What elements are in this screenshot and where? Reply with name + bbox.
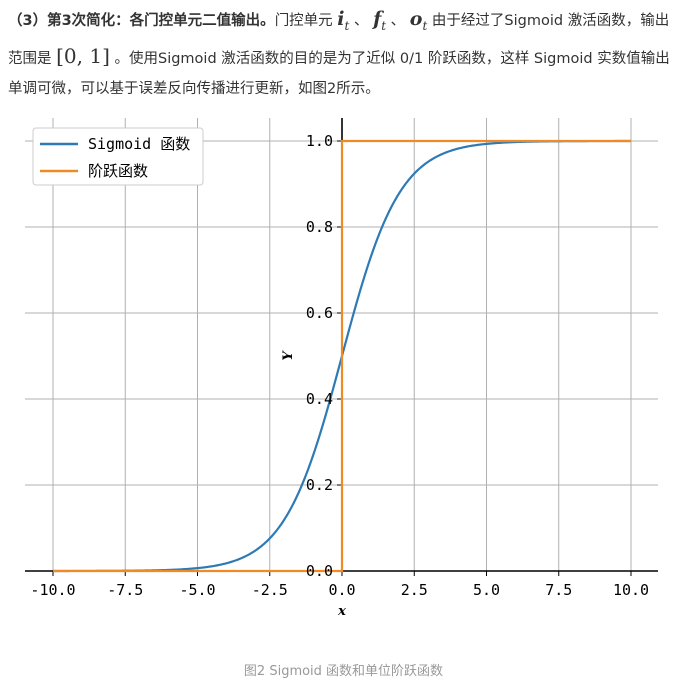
paragraph-text-2: 由于经过了Sigmoid 激活函数，输出范围是 <box>8 13 670 67</box>
x-tick-label: -10.0 <box>30 581 75 599</box>
paragraph-text-3: 。使用Sigmoid 激活函数的目的是为了近似 0/1 阶跃函数，这样 Sigm… <box>8 50 670 97</box>
x-tick-label: 0.0 <box>328 581 355 599</box>
x-tick-label: -2.5 <box>252 581 288 599</box>
y-tick-label: 1.0 <box>306 132 333 150</box>
figure-caption: 图2 Sigmoid 函数和单位阶跃函数 <box>243 664 444 679</box>
series <box>53 139 631 573</box>
y-axis-label: Y <box>281 350 296 361</box>
y-tick-label: 0.8 <box>306 218 333 236</box>
x-tick-label: 10.0 <box>613 581 649 599</box>
x-tick-label: -5.0 <box>179 581 215 599</box>
sigmoid-step-chart: -10.0 -7.5 -5.0 -2.5 0.0 2.5 5.0 7.5 10.0 0.0 0.2 0… <box>25 118 658 619</box>
y-tick-label: 0.0 <box>306 562 333 580</box>
gate-f-symbol: ft <box>373 8 387 33</box>
separator-2: 、 <box>386 13 410 29</box>
output-interval: [0, 1] <box>56 43 110 68</box>
legend-label-step: 阶跃函数 <box>88 162 148 180</box>
x-tick-label: 5.0 <box>473 581 500 599</box>
tick-labels: -10.0 -7.5 -5.0 -2.5 0.0 2.5 5.0 7.5 10.0 0.0 0.2 0… <box>30 132 649 619</box>
description-paragraph: （3）第3次简化：各门控单元二值输出。门控单元 it 、 ft 、 ot 由于经… <box>8 4 680 104</box>
gate-i-symbol: it <box>337 8 350 33</box>
x-tick-label: 7.5 <box>545 581 572 599</box>
paragraph-text-1: 门控单元 <box>274 13 338 29</box>
y-tick-label: 0.6 <box>306 304 333 322</box>
x-axis-label: x <box>337 604 346 619</box>
y-tick-label: 0.4 <box>306 390 333 408</box>
legend-label-sigmoid: Sigmoid 函数 <box>88 135 190 153</box>
x-tick-label: 2.5 <box>401 581 428 599</box>
y-tick-label: 0.2 <box>306 476 333 494</box>
gate-o-symbol: ot <box>409 8 428 33</box>
x-tick-label: -7.5 <box>107 581 143 599</box>
section-lead: （3）第3次简化：各门控单元二值输出。 <box>8 13 275 29</box>
step-function-line <box>53 139 631 573</box>
separator-1: 、 <box>349 13 374 29</box>
